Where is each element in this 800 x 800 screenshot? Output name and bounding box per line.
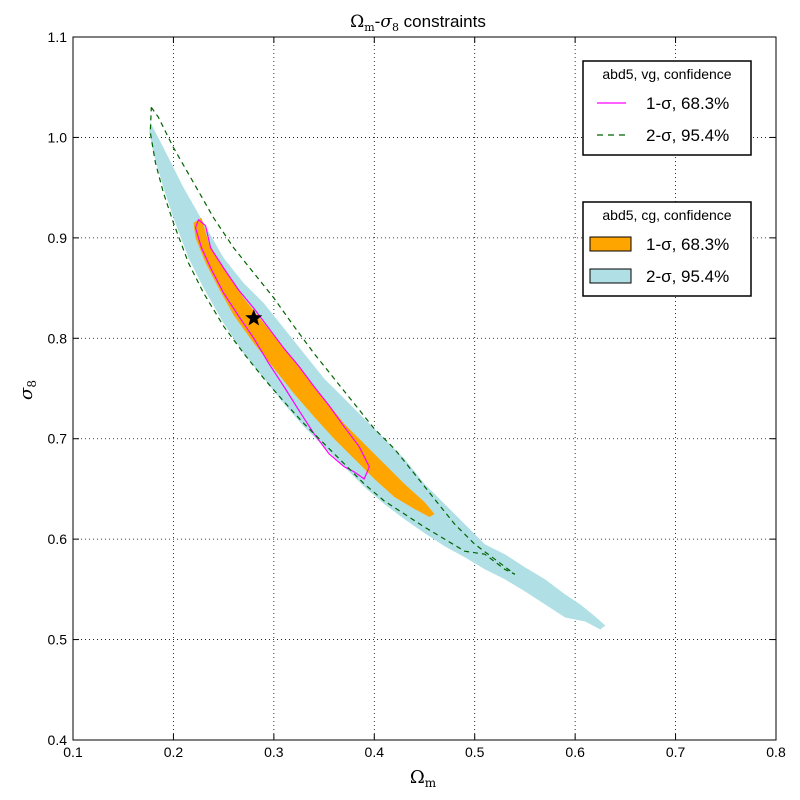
legend-cg-title: abd5, cg, confidence <box>602 207 731 223</box>
x-tick-label: 0.5 <box>465 744 485 760</box>
x-tick-label: 0.2 <box>164 744 184 760</box>
legend-cg-2sigma-label: 2-σ, 95.4% <box>646 267 729 286</box>
x-axis-label: Ωm <box>410 767 437 790</box>
fiducial-star-layer <box>245 309 263 326</box>
plot-frame <box>72 36 777 741</box>
x-tick-label: 0.6 <box>565 744 585 760</box>
vg-2sigma-contour <box>149 106 516 575</box>
legend-cg: abd5, cg, confidence 1-σ, 68.3% 2-σ, 95.… <box>582 201 752 297</box>
y-axis-label: σ8 <box>16 380 39 400</box>
legend-vg-title: abd5, vg, confidence <box>602 66 731 82</box>
y-tick-label: 0.5 <box>48 632 68 648</box>
chart-title: Ωm-σ8 constraints <box>350 12 486 34</box>
legend-vg-2sigma-label: 2-σ, 95.4% <box>646 126 729 145</box>
legend-cg-1sigma-label: 1-σ, 68.3% <box>646 235 729 254</box>
x-tick-label: 0.1 <box>63 744 83 760</box>
vg-1sigma-contour <box>194 218 370 480</box>
y-tick-label: 1.1 <box>48 29 68 45</box>
y-tick-label: 0.9 <box>48 230 68 246</box>
contour-lines <box>149 106 516 575</box>
y-tick-label: 0.4 <box>48 732 68 748</box>
y-tick-label: 0.7 <box>48 431 68 447</box>
x-tick-label: 0.3 <box>264 744 284 760</box>
y-axis-ticks: 0.4 0.5 0.6 0.7 0.8 0.9 1.0 1.1 <box>48 29 776 748</box>
legend-vg-1sigma-label: 1-σ, 68.3% <box>646 94 729 113</box>
x-axis-ticks: 0.1 0.2 0.3 0.4 0.5 0.6 0.7 0.8 <box>63 37 786 760</box>
x-tick-label: 0.4 <box>365 744 385 760</box>
y-tick-label: 0.6 <box>48 531 68 547</box>
y-tick-label: 1.0 <box>48 129 68 145</box>
legend-vg: abd5, vg, confidence 1-σ, 68.3% 2-σ, 95.… <box>582 60 752 156</box>
fiducial-star <box>245 309 263 326</box>
legend-vg-box <box>582 60 752 156</box>
x-tick-label: 0.7 <box>666 744 686 760</box>
legend-cg-1sigma-swatch <box>589 236 632 252</box>
legend-cg-2sigma-swatch <box>589 268 632 284</box>
y-tick-label: 0.8 <box>48 330 68 346</box>
x-tick-label: 0.8 <box>766 744 786 760</box>
